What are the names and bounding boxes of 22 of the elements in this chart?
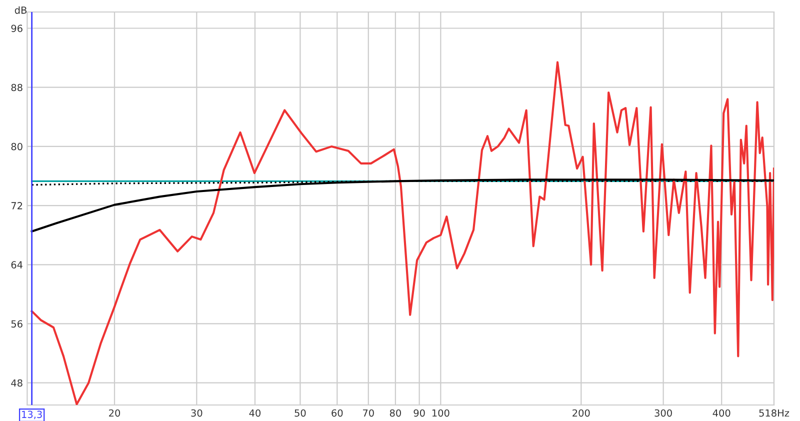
ref-line-label: 13,3 [22, 410, 42, 420]
x-tick-label: 300 [654, 409, 672, 417]
x-tick-label: 40 [249, 409, 261, 417]
x-tick-label: 30 [191, 409, 202, 417]
x-tick-label: 518Hz [759, 409, 790, 417]
y-tick-label: 48 [11, 379, 22, 387]
y-axis-title: dB [14, 6, 27, 14]
y-tick-label: 56 [11, 320, 22, 328]
y-tick-label: 96 [11, 24, 22, 32]
x-tick-label: 200 [572, 409, 590, 417]
x-tick-label: 50 [294, 409, 306, 417]
x-tick-label: 70 [362, 409, 374, 417]
x-tick-label: 100 [432, 409, 450, 417]
x-tick-label: 400 [712, 409, 730, 417]
x-tick-label: 60 [332, 409, 343, 417]
y-tick-label: 64 [11, 261, 22, 268]
y-tick-label: 80 [11, 142, 22, 150]
y-tick-label: 88 [11, 84, 22, 92]
x-tick-label: 80 [390, 409, 401, 417]
x-tick-label: 20 [109, 409, 120, 417]
y-tick-label: 72 [11, 202, 22, 210]
x-tick-label: 90 [414, 409, 425, 417]
